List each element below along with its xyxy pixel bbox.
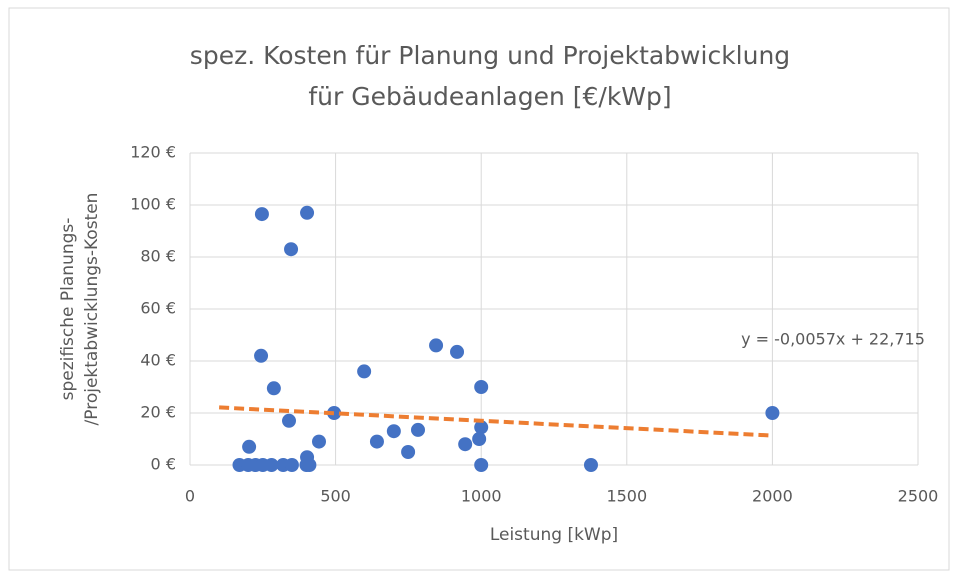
chart-title: spez. Kosten für Planung und Projektabwi… <box>190 41 790 70</box>
scatter-point <box>474 458 489 472</box>
scatter-point <box>474 380 489 394</box>
scatter-point <box>300 205 315 220</box>
chart-border <box>8 7 950 571</box>
scatter-point <box>264 458 279 472</box>
scatter-point <box>327 406 342 420</box>
scatter-point <box>450 344 465 359</box>
scatter-point <box>472 432 487 446</box>
x-axis-label: Leistung [kWp] <box>490 525 618 545</box>
y-tick-label: 60 € <box>140 299 176 318</box>
scatter-point <box>242 439 257 454</box>
trendline <box>219 405 773 438</box>
y-tick-label: 0 € <box>151 455 176 474</box>
trendline-label: y = -0,0057x + 22,715 <box>741 330 925 349</box>
x-tick-label: 2500 <box>898 487 939 506</box>
scatter-point <box>284 458 299 472</box>
y-tick-label: 120 € <box>130 143 176 162</box>
scatter-point <box>254 348 269 363</box>
scatter-point <box>429 338 444 353</box>
y-axis-label: /Projektabwicklungs-Kosten <box>82 193 102 426</box>
scatter-point <box>312 434 327 449</box>
y-axis-label: spezifische Planungs- <box>58 218 78 401</box>
chart-title: für Gebäudeanlagen [€/kWp] <box>308 82 671 111</box>
scatter-point <box>474 420 489 435</box>
x-tick-label: 0 <box>185 487 195 506</box>
x-tick-label: 2000 <box>752 487 793 506</box>
scatter-point <box>282 413 297 428</box>
scatter-point <box>401 445 416 459</box>
scatter-point <box>583 458 598 472</box>
y-tick-label: 40 € <box>140 351 176 370</box>
x-tick-label: 1500 <box>606 487 647 506</box>
scatter-point <box>284 242 299 257</box>
y-tick-label: 100 € <box>130 195 176 214</box>
scatter-point <box>386 424 401 439</box>
scatter-point <box>357 364 372 379</box>
scatter-point <box>458 437 473 452</box>
x-tick-label: 500 <box>320 487 351 506</box>
y-tick-label: 20 € <box>140 403 176 422</box>
scatter-point <box>411 422 426 437</box>
scatter-point <box>369 434 384 449</box>
scatter-point <box>254 207 269 222</box>
scatter-point <box>300 450 315 465</box>
y-tick-label: 80 € <box>140 247 176 266</box>
scatter-point <box>765 406 780 420</box>
x-tick-label: 1000 <box>461 487 502 506</box>
scatter-point <box>266 381 281 396</box>
